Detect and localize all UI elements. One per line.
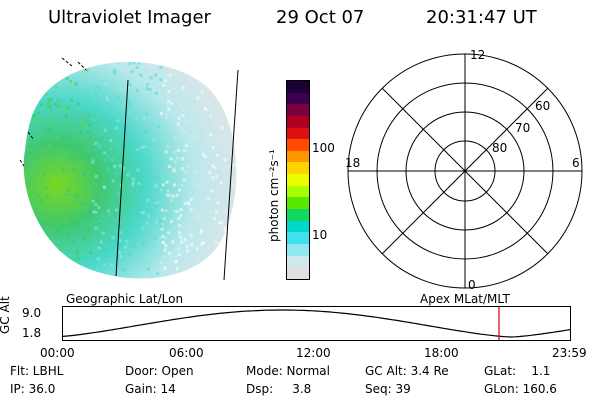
colorbar-segment xyxy=(287,115,309,128)
timeline-x-tick-1200: 12:00 xyxy=(296,346,331,360)
status-glat: GLat: 1.1 xyxy=(484,364,551,378)
colorbar-segment xyxy=(287,92,309,105)
colorbar-segment xyxy=(287,209,309,221)
timeline-y-tick-low: 1.8 xyxy=(22,326,42,340)
timeline-x-tick-2359: 23:59 xyxy=(552,346,587,360)
instrument-title: Ultraviolet Imager xyxy=(48,7,211,28)
colorbar-tick-10: 10 xyxy=(312,228,328,242)
mlt-label-6: 6 xyxy=(572,156,580,170)
colorbar-segment xyxy=(287,174,309,186)
status-door: Door: Open xyxy=(125,364,194,378)
uv-disk xyxy=(23,62,237,279)
geographic-label: Geographic Lat/Lon xyxy=(66,292,184,306)
colorbar-segment xyxy=(287,81,309,93)
status-gc-alt: GC Alt: 3.4 Re xyxy=(365,364,449,378)
status-gain: Gain: 14 xyxy=(125,382,176,396)
colorbar-segment xyxy=(287,104,309,116)
mlt-label-12: 12 xyxy=(470,48,485,62)
colorbar-segment xyxy=(287,197,309,210)
colorbar-segment xyxy=(287,243,309,256)
lat-label-80: 80 xyxy=(492,141,507,155)
timeline-y-label: GC Alt xyxy=(0,296,12,334)
colorbar-segment xyxy=(287,127,309,140)
date-label: 29 Oct 07 xyxy=(276,7,365,28)
lat-label-70: 70 xyxy=(515,121,530,135)
colorbar-segment xyxy=(287,267,309,279)
status-mode: Mode: Normal xyxy=(246,364,330,378)
colorbar-segment xyxy=(287,255,309,268)
apex-label: Apex MLat/MLT xyxy=(420,292,510,306)
colorbar-segment xyxy=(287,220,309,233)
colorbar-segment xyxy=(287,185,309,198)
status-ip: IP: 36.0 xyxy=(10,382,56,396)
mlt-label-18: 18 xyxy=(345,156,360,170)
colorbar-segment xyxy=(287,162,309,175)
colorbar-segment xyxy=(287,232,309,244)
polar-grid: 12 18 6 0 60 70 80 xyxy=(345,48,583,292)
orbit-timeline xyxy=(62,306,571,341)
colorbar-segment xyxy=(287,139,309,151)
timeline-x-tick-0000: 00:00 xyxy=(40,346,75,360)
status-seq: Seq: 39 xyxy=(365,382,411,396)
terminator-line xyxy=(19,57,87,167)
uv-earth-image xyxy=(19,57,239,281)
timeline-y-tick-high: 9.0 xyxy=(22,306,42,320)
lat-label-60: 60 xyxy=(535,99,550,113)
colorbar-unit: photon cm⁻²s⁻¹ xyxy=(267,149,281,242)
time-label: 20:31:47 UT xyxy=(426,7,537,28)
timeline-frame xyxy=(62,306,571,341)
status-glon: GLon: 160.6 xyxy=(484,382,557,396)
colorbar-tick-100: 100 xyxy=(312,141,335,155)
timeline-x-tick-1800: 18:00 xyxy=(424,346,459,360)
timeline-x-tick-0600: 06:00 xyxy=(169,346,204,360)
mlt-label-0: 0 xyxy=(468,278,476,292)
longitude-line xyxy=(223,69,239,281)
status-dsp: Dsp: 3.8 xyxy=(246,382,312,396)
longitude-line xyxy=(115,79,129,277)
mlt-line-diagonal xyxy=(381,87,549,255)
orbit-altitude-curve xyxy=(62,309,571,338)
colorbar xyxy=(286,80,310,280)
colorbar-segment xyxy=(287,150,309,163)
status-filter: Flt: LBHL xyxy=(10,364,64,378)
